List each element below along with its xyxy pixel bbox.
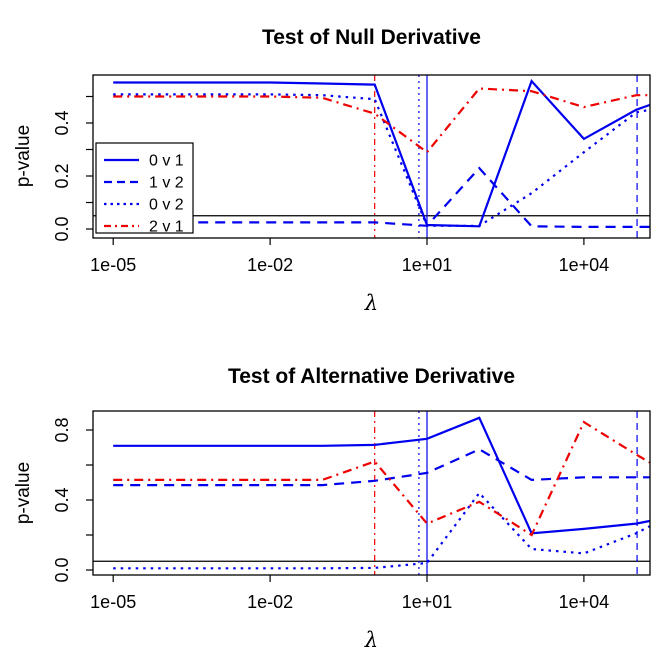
plot-border (92, 74, 651, 239)
legend-label-0v1: 0 v 1 (149, 153, 184, 170)
y-tick-label: 0.4 (52, 110, 72, 135)
x-tick-label: 1e-05 (90, 592, 136, 612)
legend: 0 v 1 1 v 2 0 v 2 2 v 1 (95, 142, 194, 236)
plot-alternative-derivative: 1e-05 1e-02 1e+01 1e+04 0.0 0.4 0.8 Test of Alt… (13, 365, 651, 652)
y-tick-label: 0.0 (52, 557, 72, 582)
y-tick-label: 0.8 (52, 417, 72, 442)
legend-box (95, 142, 194, 234)
legend-label-2v1: 2 v 1 (149, 219, 184, 236)
x-axis-label: λ (364, 291, 378, 315)
x-tick-label: 1e+04 (559, 255, 610, 275)
x-tick-label: 1e+01 (402, 255, 453, 275)
x-tick-label: 1e-02 (247, 592, 293, 612)
series-line-2v1 (113, 87, 650, 154)
legend-label-0v2: 0 v 2 (149, 197, 184, 214)
x-tick-label: 1e-02 (247, 255, 293, 275)
legend-label-1v2: 1 v 2 (149, 175, 184, 192)
plot-null-derivative: 1e-05 1e-02 1e+01 1e+04 0.0 0.2 0.4 Test of Nul… (13, 26, 651, 315)
x-tick-label: 1e-05 (90, 255, 136, 275)
series-line-0v2 (113, 93, 650, 227)
x-tick-label: 1e+01 (402, 592, 453, 612)
plot-title: Test of Alternative Derivative (228, 365, 515, 388)
plot-title: Test of Null Derivative (262, 26, 481, 49)
series-line-0v1 (113, 416, 650, 535)
series-line-0v1 (113, 79, 650, 228)
x-tick-label: 1e+04 (559, 592, 610, 612)
x-axis-label: λ (364, 628, 378, 652)
y-axis-label: p-value (13, 462, 34, 524)
plot-border (92, 410, 651, 576)
y-tick-label: 0.4 (52, 487, 72, 512)
series-line-1v2 (113, 448, 650, 487)
y-tick-label: 0.0 (52, 216, 72, 241)
y-tick-label: 0.2 (52, 163, 72, 188)
y-axis-label: p-value (13, 125, 34, 187)
series-line-2v1 (113, 420, 651, 537)
series-line-1v2 (113, 166, 650, 228)
